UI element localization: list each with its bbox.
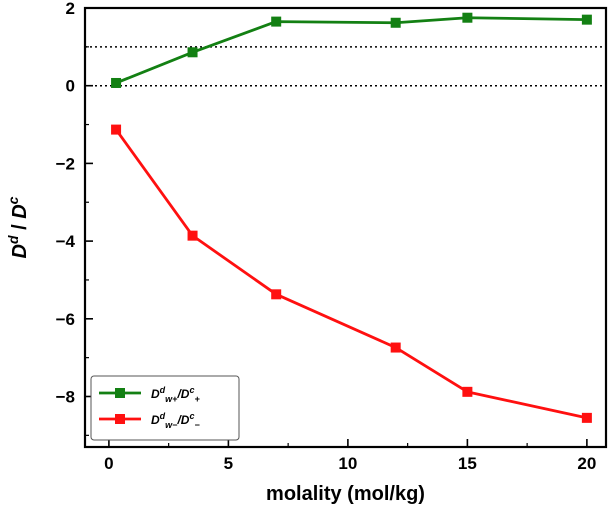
data-point bbox=[271, 16, 282, 27]
x-axis-label: molality (mol/kg) bbox=[266, 483, 425, 505]
series-line-1 bbox=[115, 16, 587, 85]
legend-swatch-marker bbox=[115, 388, 125, 398]
data-point bbox=[187, 47, 198, 58]
plot-frame bbox=[83, 6, 608, 449]
data-point bbox=[187, 230, 198, 241]
data-point bbox=[111, 124, 122, 135]
data-point bbox=[390, 17, 401, 28]
y-tick-label: 0 bbox=[66, 77, 75, 96]
legend: Ddw+/Dc+ Ddw−/Dc− bbox=[90, 375, 240, 441]
x-tick-label: 0 bbox=[104, 454, 113, 473]
x-tick-label: 10 bbox=[338, 454, 357, 473]
legend-label: Ddw−/Dc− bbox=[151, 411, 200, 430]
y-tick-label: −6 bbox=[56, 310, 75, 329]
legend-swatch-marker bbox=[115, 414, 125, 424]
y-tick-label: −8 bbox=[56, 387, 75, 406]
series-layer bbox=[111, 12, 592, 423]
data-point bbox=[581, 412, 592, 423]
y-tick-label: −4 bbox=[56, 232, 76, 251]
x-tick-label: 20 bbox=[577, 454, 596, 473]
data-point bbox=[462, 386, 473, 397]
x-tick-label: 5 bbox=[224, 454, 233, 473]
data-point bbox=[390, 342, 401, 353]
data-point bbox=[271, 289, 282, 300]
y-tick-label: 2 bbox=[66, 0, 75, 18]
y-tick-label: −2 bbox=[56, 154, 75, 173]
x-tick-label: 15 bbox=[458, 454, 477, 473]
reference-lines bbox=[85, 46, 606, 87]
data-point bbox=[581, 14, 592, 25]
plot-border bbox=[83, 6, 608, 449]
data-point bbox=[462, 12, 473, 23]
data-point bbox=[111, 77, 122, 88]
series-line-2 bbox=[114, 128, 588, 420]
legend-label: Ddw+/Dc+ bbox=[151, 385, 200, 404]
y-axis-label: Dd / Dc bbox=[5, 196, 31, 258]
